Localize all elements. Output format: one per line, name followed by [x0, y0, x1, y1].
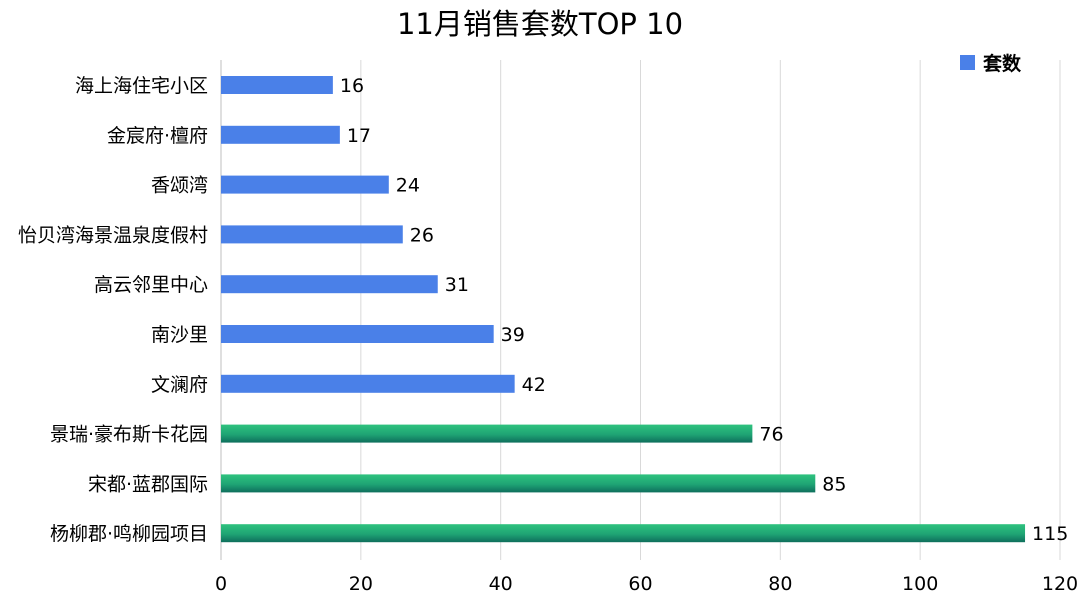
data-labels: 16 17 24 26 31 39 42 76 85 115 — [340, 75, 1068, 545]
x-tick-label: 0 — [215, 573, 227, 595]
data-label: 76 — [759, 424, 783, 446]
data-label: 31 — [445, 274, 469, 296]
data-label: 17 — [347, 125, 371, 147]
data-label: 42 — [522, 374, 546, 396]
bar — [221, 125, 340, 144]
x-tick-label: 80 — [768, 573, 792, 595]
gridlines — [220, 60, 1061, 560]
data-label: 85 — [822, 473, 846, 495]
bar — [221, 76, 333, 94]
x-tick-label: 40 — [489, 573, 513, 595]
category-label: 高云邻里中心 — [94, 274, 208, 296]
category-label: 怡贝湾海景温泉度假村 — [18, 224, 208, 246]
bar — [221, 275, 438, 294]
bar — [221, 474, 816, 493]
category-label: 香颂湾 — [151, 175, 208, 197]
bar — [221, 374, 515, 393]
data-label: 39 — [501, 324, 525, 346]
category-label: 金宸府·檀府 — [107, 125, 208, 147]
category-label: 南沙里 — [151, 324, 208, 346]
category-label: 文澜府 — [151, 374, 208, 396]
x-axis-ticks: 0 20 40 60 80 100 120 — [215, 573, 1078, 595]
category-label: 景瑞·豪布斯卡花园 — [50, 424, 208, 446]
legend-label: 套数 — [982, 52, 1022, 75]
bar — [221, 175, 389, 194]
category-label: 杨柳郡·鸣柳园项目 — [50, 523, 208, 545]
bars — [221, 76, 1026, 543]
chart-title: 11月销售套数TOP 10 — [397, 7, 683, 41]
legend-swatch — [960, 55, 975, 70]
x-tick-label: 120 — [1042, 573, 1078, 595]
bar — [221, 424, 753, 443]
category-label: 海上海住宅小区 — [75, 75, 208, 97]
bar — [221, 225, 403, 244]
data-label: 26 — [410, 224, 434, 246]
x-tick-label: 20 — [349, 573, 373, 595]
category-labels: 海上海住宅小区金宸府·檀府香颂湾怡贝湾海景温泉度假村高云邻里中心南沙里文澜府景瑞… — [18, 75, 208, 545]
legend: 套数 — [960, 52, 1022, 75]
data-label: 115 — [1032, 523, 1068, 545]
bar — [221, 524, 1026, 543]
category-label: 宋都·蓝郡国际 — [88, 473, 208, 495]
x-tick-label: 60 — [628, 573, 652, 595]
bar — [221, 325, 494, 343]
data-label: 16 — [340, 75, 364, 97]
data-label: 24 — [396, 175, 420, 197]
x-tick-label: 100 — [902, 573, 938, 595]
